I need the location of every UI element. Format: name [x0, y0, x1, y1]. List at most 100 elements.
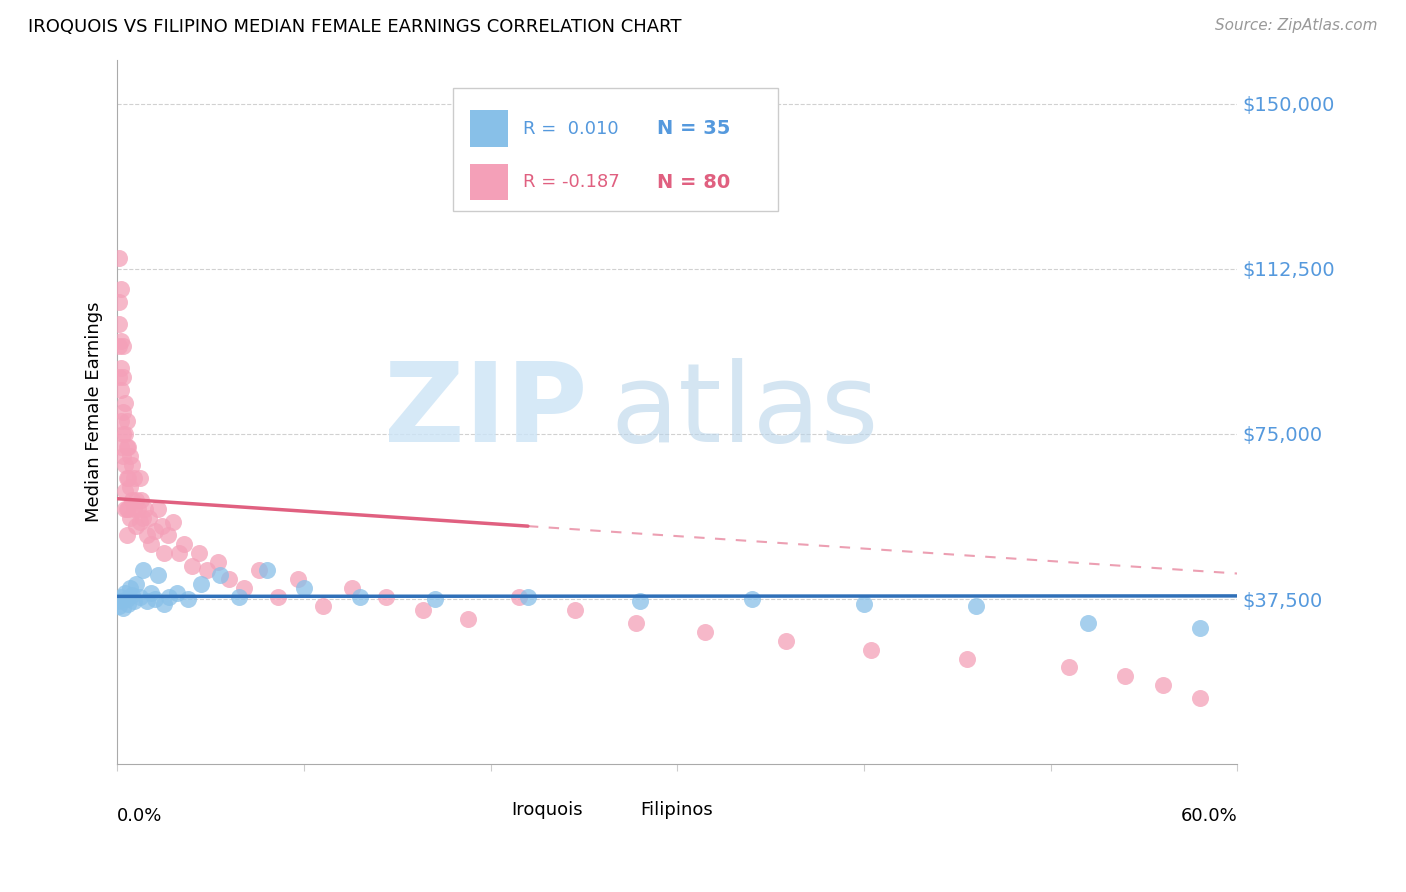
Point: [128, 471, 150, 485]
Text: IROQUOIS VS FILIPINO MEDIAN FEMALE EARNINGS CORRELATION CHART: IROQUOIS VS FILIPINO MEDIAN FEMALE EARNI…: [28, 18, 682, 36]
Point: [111, 601, 134, 615]
Point: [143, 524, 166, 538]
Point: [115, 471, 138, 485]
Text: 60.0%: 60.0%: [1181, 806, 1237, 824]
Point: [457, 612, 479, 626]
Point: [177, 592, 200, 607]
Point: [115, 440, 138, 454]
FancyBboxPatch shape: [468, 802, 503, 829]
Point: [153, 597, 176, 611]
Point: [122, 471, 145, 485]
Point: [115, 592, 138, 607]
Point: [695, 625, 717, 640]
Point: [111, 426, 134, 441]
Point: [852, 597, 875, 611]
Point: [342, 581, 364, 595]
Point: [1114, 669, 1136, 683]
Point: [233, 581, 256, 595]
Point: [228, 590, 250, 604]
Point: [120, 480, 142, 494]
Point: [108, 251, 131, 265]
Point: [775, 634, 797, 648]
Point: [218, 572, 240, 586]
Point: [131, 493, 153, 508]
FancyBboxPatch shape: [470, 111, 508, 147]
Point: [128, 515, 150, 529]
Point: [108, 369, 131, 384]
Point: [108, 339, 131, 353]
Point: [127, 501, 149, 516]
Point: [267, 590, 290, 604]
Point: [1057, 660, 1080, 674]
Point: [120, 510, 142, 524]
Point: [121, 493, 143, 508]
Text: N = 80: N = 80: [657, 172, 730, 192]
Text: atlas: atlas: [610, 359, 879, 466]
Point: [516, 590, 538, 604]
Point: [412, 603, 434, 617]
Point: [122, 594, 145, 608]
Point: [122, 501, 145, 516]
Point: [247, 564, 270, 578]
Point: [108, 594, 131, 608]
Point: [162, 515, 184, 529]
Point: [117, 440, 139, 454]
Point: [114, 396, 136, 410]
Point: [624, 616, 647, 631]
Point: [508, 590, 530, 604]
Point: [139, 537, 162, 551]
Point: [190, 576, 212, 591]
Point: [173, 537, 195, 551]
Point: [208, 567, 231, 582]
Point: [136, 528, 159, 542]
Text: Source: ZipAtlas.com: Source: ZipAtlas.com: [1215, 18, 1378, 33]
Text: ZIP: ZIP: [384, 359, 588, 466]
FancyBboxPatch shape: [453, 87, 778, 211]
Point: [423, 592, 446, 607]
Point: [311, 599, 333, 613]
Point: [1077, 616, 1099, 631]
Text: Iroquois: Iroquois: [512, 801, 583, 819]
Point: [110, 590, 132, 604]
Point: [125, 519, 148, 533]
Point: [741, 592, 763, 607]
Text: R = -0.187: R = -0.187: [523, 173, 620, 191]
Point: [115, 528, 138, 542]
Point: [114, 458, 136, 472]
Point: [110, 360, 132, 375]
Point: [150, 519, 173, 533]
Point: [1188, 621, 1211, 635]
Text: R =  0.010: R = 0.010: [523, 120, 619, 137]
Point: [111, 339, 134, 353]
Point: [256, 564, 278, 578]
FancyBboxPatch shape: [470, 163, 508, 201]
Point: [128, 590, 150, 604]
Point: [375, 590, 398, 604]
Point: [136, 594, 159, 608]
Point: [143, 592, 166, 607]
Text: N = 35: N = 35: [657, 119, 731, 138]
Point: [110, 414, 132, 428]
Point: [139, 585, 162, 599]
Point: [148, 567, 170, 582]
Point: [125, 576, 148, 591]
Point: [287, 572, 309, 586]
Point: [111, 369, 134, 384]
Point: [117, 501, 139, 516]
Point: [117, 597, 139, 611]
Point: [860, 642, 883, 657]
Point: [111, 449, 134, 463]
Point: [121, 458, 143, 472]
Point: [125, 493, 148, 508]
Point: [292, 581, 315, 595]
Point: [114, 484, 136, 499]
Point: [148, 501, 170, 516]
Point: [110, 282, 132, 296]
Point: [955, 651, 977, 665]
Point: [134, 501, 156, 516]
Point: [114, 501, 136, 516]
Y-axis label: Median Female Earnings: Median Female Earnings: [86, 301, 103, 522]
Point: [108, 294, 131, 309]
Point: [156, 528, 179, 542]
Point: [111, 405, 134, 419]
